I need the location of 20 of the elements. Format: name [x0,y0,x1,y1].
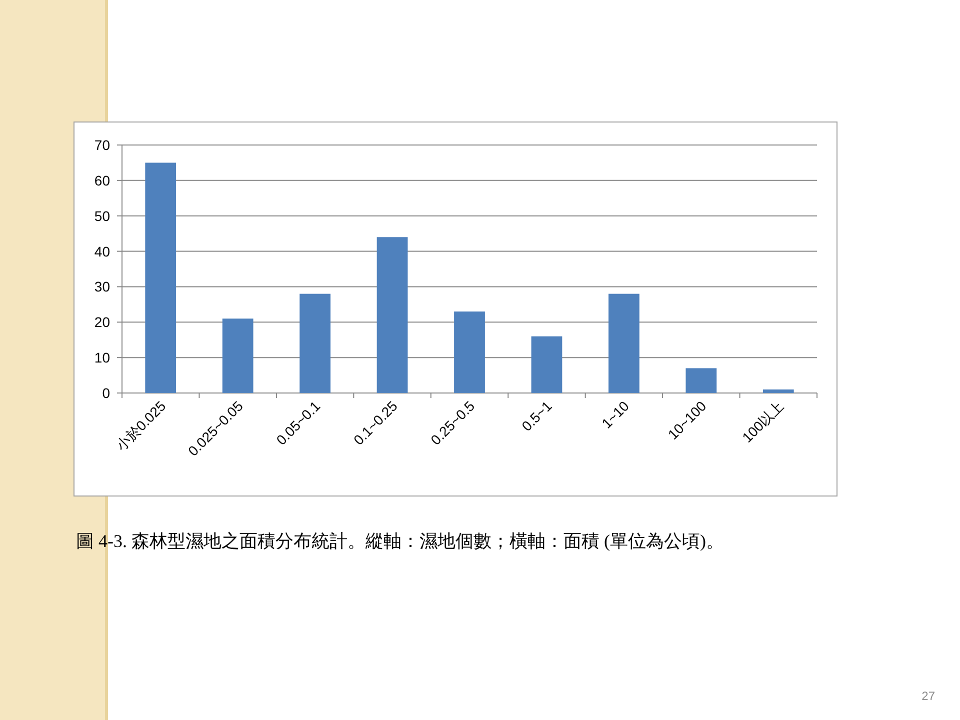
bar [145,162,176,393]
y-tick-label: 0 [102,385,110,401]
bar [376,237,408,393]
y-tick-label: 10 [94,350,110,366]
bar [762,389,794,393]
y-tick-label: 40 [94,243,110,260]
bar [222,318,254,393]
bar [608,294,640,393]
text: 27 [922,689,936,703]
bar [300,294,330,393]
y-tick-label: 70 [94,137,110,153]
caption: 圖 4-3. 森林型濕地之面積分布統計。縱軸：濕地個數；橫軸：面積 (單位為公頃)。 [76,531,724,551]
bar [686,368,717,393]
y-tick-label: 60 [94,172,110,188]
bar [531,336,562,393]
y-tick-label: 50 [94,208,110,224]
y-tick-label: 20 [94,314,110,330]
y-tick-label: 30 [94,278,110,295]
x-tick-label: 100以上 [738,398,787,446]
bar [454,312,485,393]
